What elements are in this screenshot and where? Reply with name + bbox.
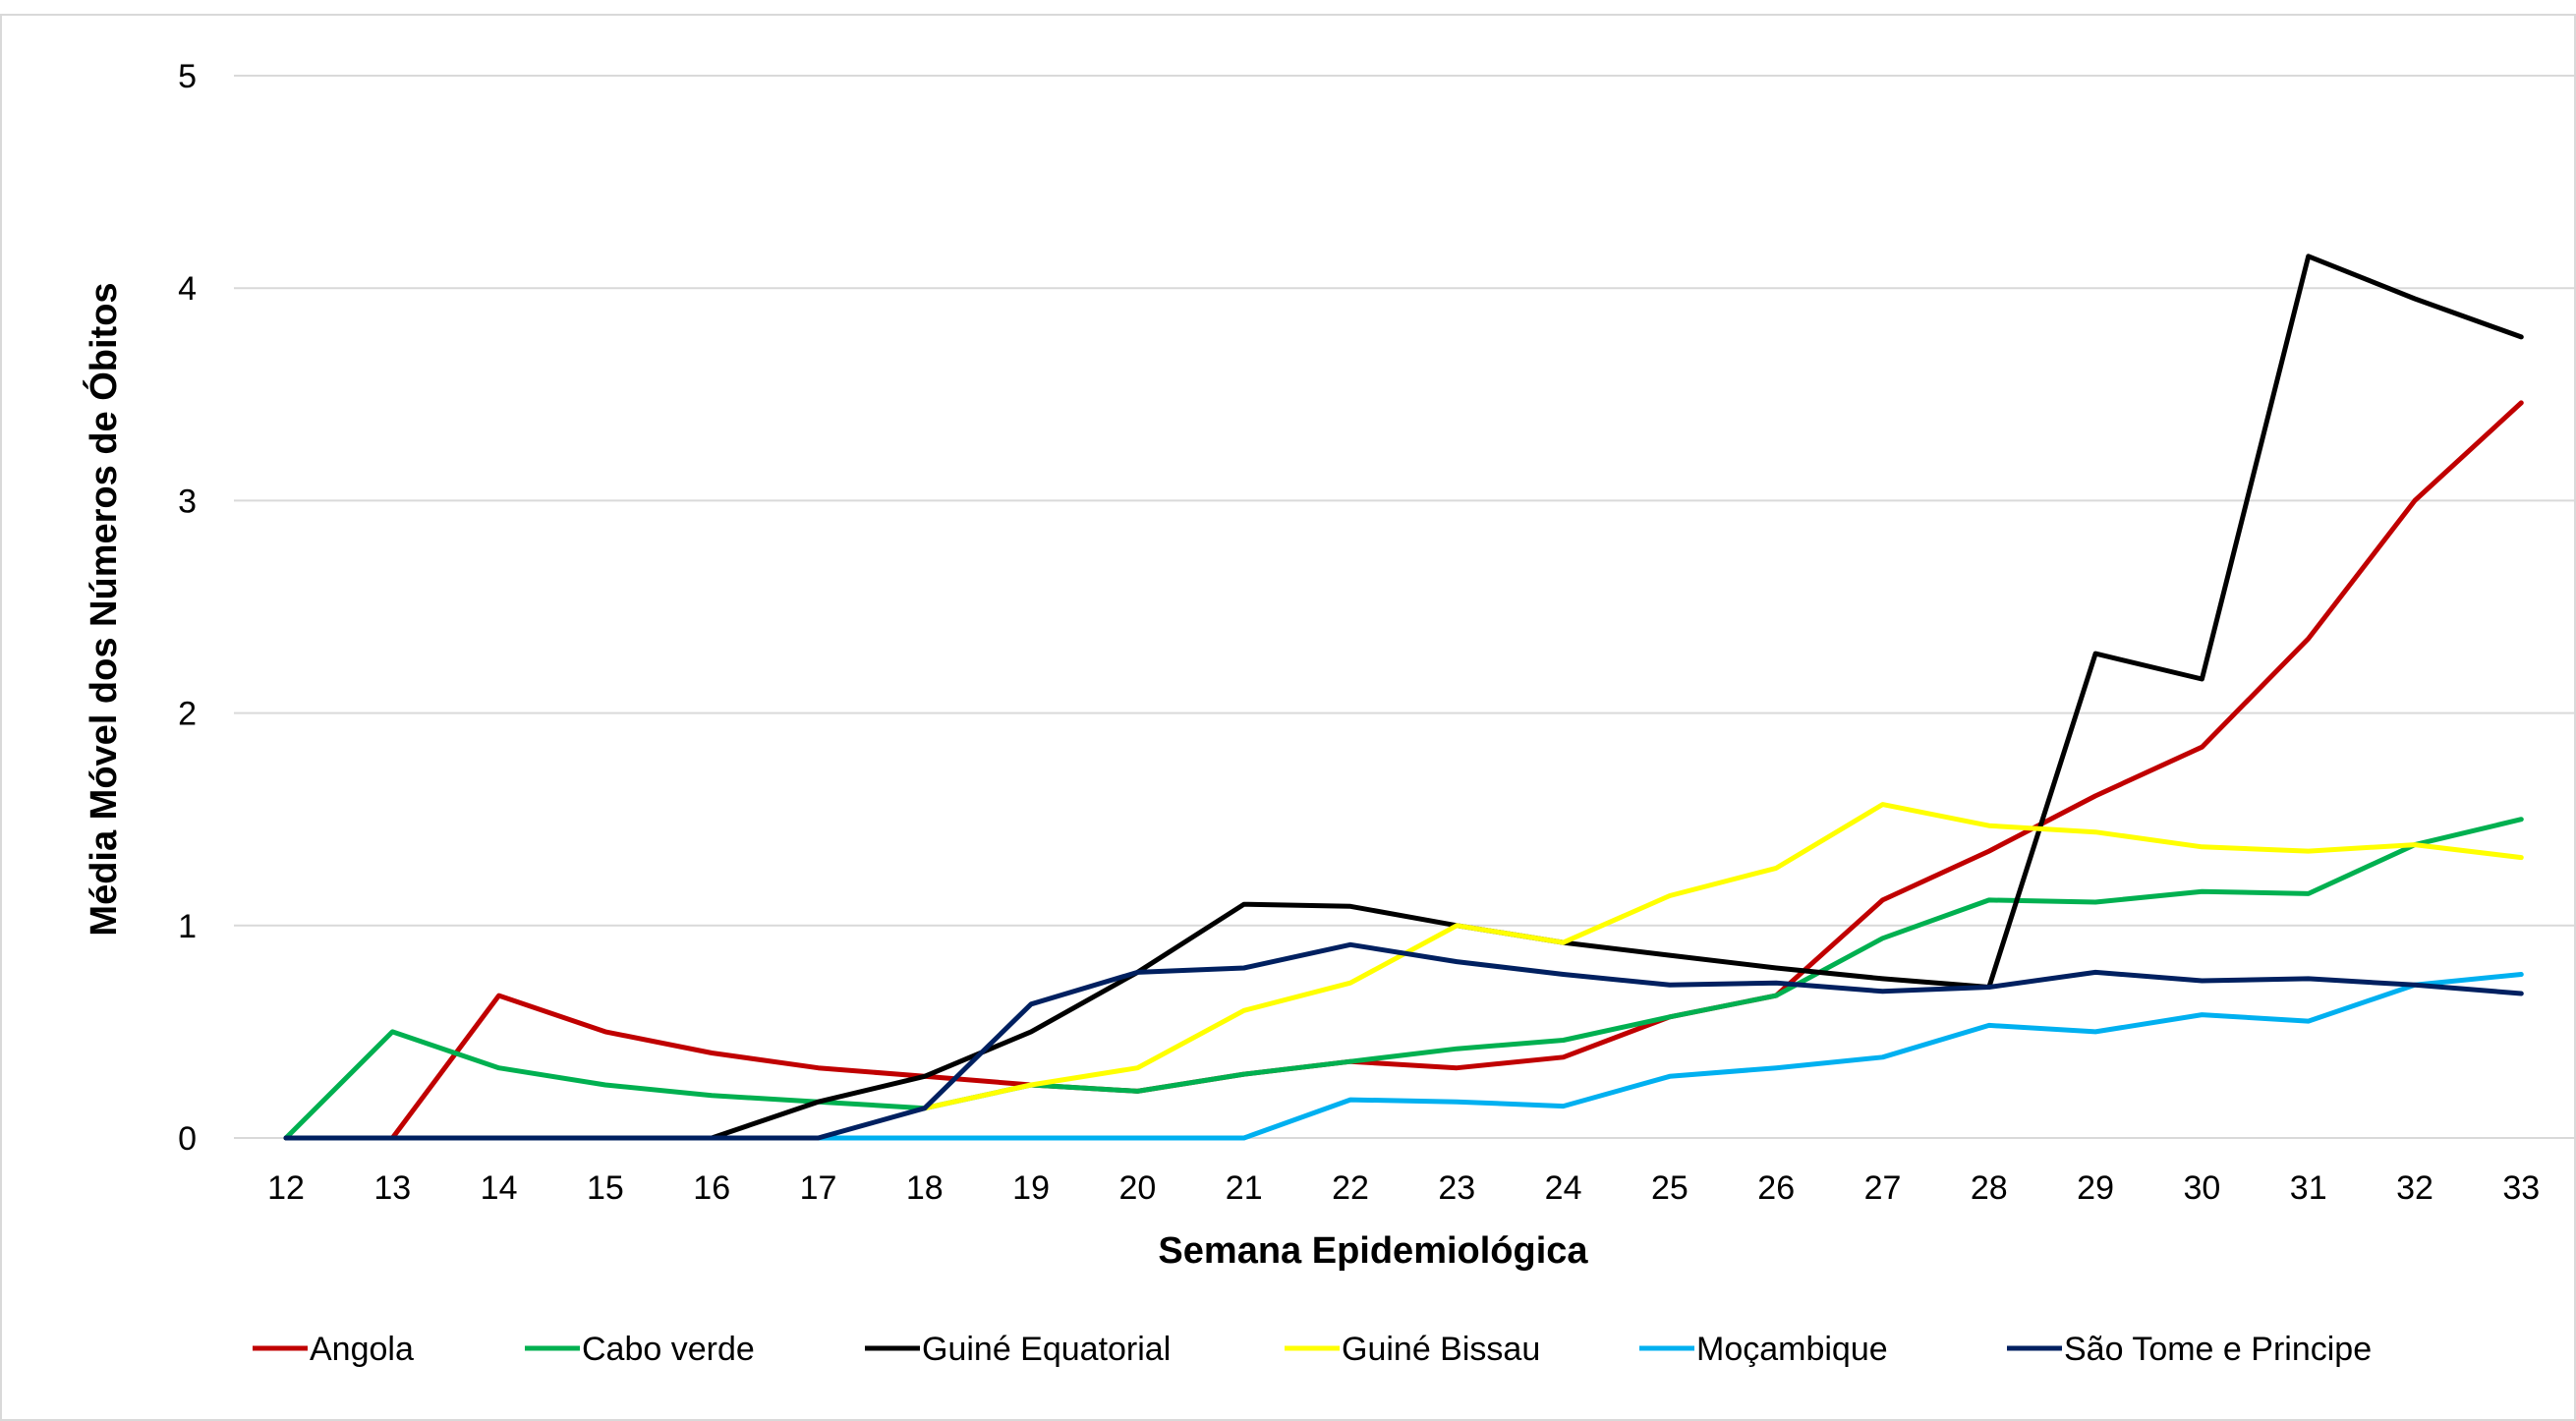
- chart-frame: [0, 14, 2576, 1421]
- legend-label: Angola: [310, 1331, 414, 1368]
- y-tick-label: 2: [178, 696, 197, 733]
- x-axis-title: Semana Epidemiológica: [1158, 1230, 1588, 1272]
- y-tick-label: 1: [178, 908, 197, 945]
- x-axis-ticks: 12 13 14 15 16 17 18 19 20 21 22 23 24 25 26 27 28 29 30 31…: [267, 1169, 2540, 1207]
- x-tick-label: 12: [267, 1169, 305, 1207]
- legend-label: Guiné Bissau: [1342, 1331, 1540, 1368]
- y-tick-label: 3: [178, 483, 197, 520]
- y-axis-title: Média Móvel dos Números de Óbitos: [82, 282, 125, 936]
- x-tick-label: 31: [2290, 1169, 2327, 1207]
- x-tick-label: 16: [693, 1169, 730, 1207]
- legend-label: São Tome e Principe: [2064, 1331, 2372, 1368]
- y-tick-label: 4: [178, 270, 197, 308]
- x-tick-label: 19: [1012, 1169, 1050, 1207]
- series-lines: [283, 254, 2524, 1141]
- legend-label: Guiné Equatorial: [922, 1331, 1171, 1368]
- y-tick-label: 5: [178, 58, 197, 95]
- x-tick-label: 28: [1971, 1169, 2008, 1207]
- x-tick-label: 23: [1438, 1169, 1475, 1207]
- x-tick-label: 20: [1118, 1169, 1156, 1207]
- x-tick-label: 15: [587, 1169, 624, 1207]
- y-axis-ticks: 0 1 2 3 4 5: [178, 58, 197, 1158]
- x-tick-label: 30: [2183, 1169, 2220, 1207]
- legend-label: Cabo verde: [582, 1331, 755, 1368]
- series-line-mo-ambique: [816, 972, 2524, 1141]
- y-tick-label: 0: [178, 1120, 197, 1158]
- x-tick-label: 14: [481, 1169, 518, 1207]
- x-tick-label: 22: [1332, 1169, 1369, 1207]
- x-tick-label: 32: [2396, 1169, 2433, 1207]
- series-line-angola: [389, 400, 2524, 1141]
- series-line-guin-equatorial: [283, 254, 2524, 1141]
- x-tick-label: 13: [373, 1169, 411, 1207]
- x-tick-label: 29: [2077, 1169, 2114, 1207]
- series-line-cabo-verde: [283, 817, 2524, 1141]
- legend: Angola Cabo verde Guiné Equatorial Guiné Bi…: [253, 1331, 2372, 1368]
- x-tick-label: 25: [1651, 1169, 1689, 1207]
- x-tick-label: 24: [1545, 1169, 1582, 1207]
- x-tick-label: 26: [1757, 1169, 1795, 1207]
- x-tick-label: 33: [2502, 1169, 2540, 1207]
- legend-label: Moçambique: [1696, 1331, 1888, 1368]
- x-tick-label: 21: [1226, 1169, 1263, 1207]
- x-tick-label: 17: [800, 1169, 837, 1207]
- x-tick-label: 27: [1864, 1169, 1902, 1207]
- gridlines: [234, 75, 2576, 1139]
- series-line-s-o-tome-e-principe: [283, 941, 2524, 1141]
- series-line-guin-bissau: [922, 802, 2524, 1111]
- x-tick-label: 18: [906, 1169, 944, 1207]
